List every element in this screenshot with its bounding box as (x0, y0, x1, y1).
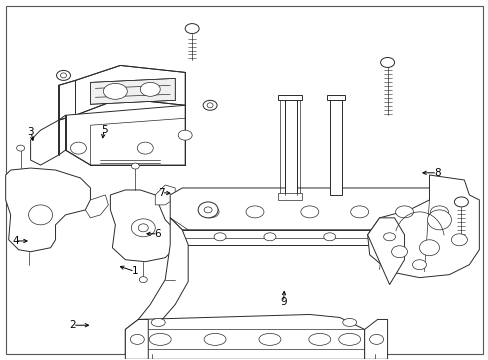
Polygon shape (125, 315, 364, 359)
Ellipse shape (308, 333, 330, 345)
Ellipse shape (383, 233, 395, 241)
Ellipse shape (149, 333, 171, 345)
Ellipse shape (342, 319, 356, 327)
Ellipse shape (139, 276, 147, 283)
Ellipse shape (323, 233, 335, 241)
Ellipse shape (214, 233, 225, 241)
Polygon shape (138, 218, 188, 339)
Polygon shape (170, 188, 464, 230)
Ellipse shape (29, 205, 52, 225)
Ellipse shape (419, 240, 439, 256)
Polygon shape (65, 105, 185, 165)
Ellipse shape (350, 206, 368, 218)
Polygon shape (329, 100, 341, 195)
Text: 3: 3 (27, 127, 34, 136)
Ellipse shape (338, 333, 360, 345)
Polygon shape (75, 66, 185, 115)
Ellipse shape (185, 24, 199, 33)
Ellipse shape (138, 224, 148, 232)
Ellipse shape (203, 207, 212, 213)
Ellipse shape (151, 319, 165, 327)
Text: 7: 7 (158, 188, 164, 198)
Polygon shape (326, 95, 344, 100)
Text: 4: 4 (12, 236, 19, 246)
Polygon shape (285, 100, 296, 195)
Polygon shape (155, 185, 175, 205)
Ellipse shape (201, 206, 219, 218)
Ellipse shape (429, 206, 447, 218)
Polygon shape (182, 230, 419, 245)
Ellipse shape (61, 73, 66, 78)
Ellipse shape (380, 58, 394, 67)
Text: 6: 6 (154, 229, 161, 239)
Text: 1: 1 (131, 266, 138, 276)
Ellipse shape (140, 82, 160, 96)
Ellipse shape (412, 260, 426, 270)
Polygon shape (367, 218, 404, 285)
Ellipse shape (137, 142, 153, 154)
Ellipse shape (245, 206, 264, 218)
Ellipse shape (17, 145, 24, 151)
Ellipse shape (130, 334, 144, 345)
Ellipse shape (131, 163, 139, 169)
Ellipse shape (259, 333, 280, 345)
Ellipse shape (395, 206, 413, 218)
Ellipse shape (178, 130, 192, 140)
Ellipse shape (450, 234, 467, 246)
Polygon shape (31, 120, 59, 165)
Ellipse shape (103, 84, 127, 99)
Ellipse shape (453, 197, 468, 207)
Text: 8: 8 (433, 168, 440, 178)
Ellipse shape (300, 206, 318, 218)
Ellipse shape (57, 71, 70, 80)
Polygon shape (85, 195, 108, 218)
Polygon shape (110, 190, 175, 262)
Polygon shape (277, 95, 301, 100)
Ellipse shape (207, 103, 213, 108)
Text: 9: 9 (280, 297, 286, 307)
Ellipse shape (369, 334, 383, 345)
Polygon shape (6, 168, 90, 252)
Text: 5: 5 (101, 125, 107, 135)
Polygon shape (367, 175, 478, 278)
Polygon shape (125, 319, 148, 359)
Ellipse shape (198, 202, 218, 218)
Ellipse shape (427, 210, 450, 230)
Polygon shape (59, 80, 75, 120)
Ellipse shape (264, 233, 275, 241)
Polygon shape (90, 78, 175, 104)
Ellipse shape (70, 142, 86, 154)
Ellipse shape (391, 246, 407, 258)
Text: 2: 2 (69, 320, 76, 330)
Ellipse shape (203, 333, 225, 345)
Polygon shape (364, 319, 387, 359)
Ellipse shape (203, 100, 217, 110)
Ellipse shape (131, 219, 155, 237)
Polygon shape (277, 193, 301, 200)
